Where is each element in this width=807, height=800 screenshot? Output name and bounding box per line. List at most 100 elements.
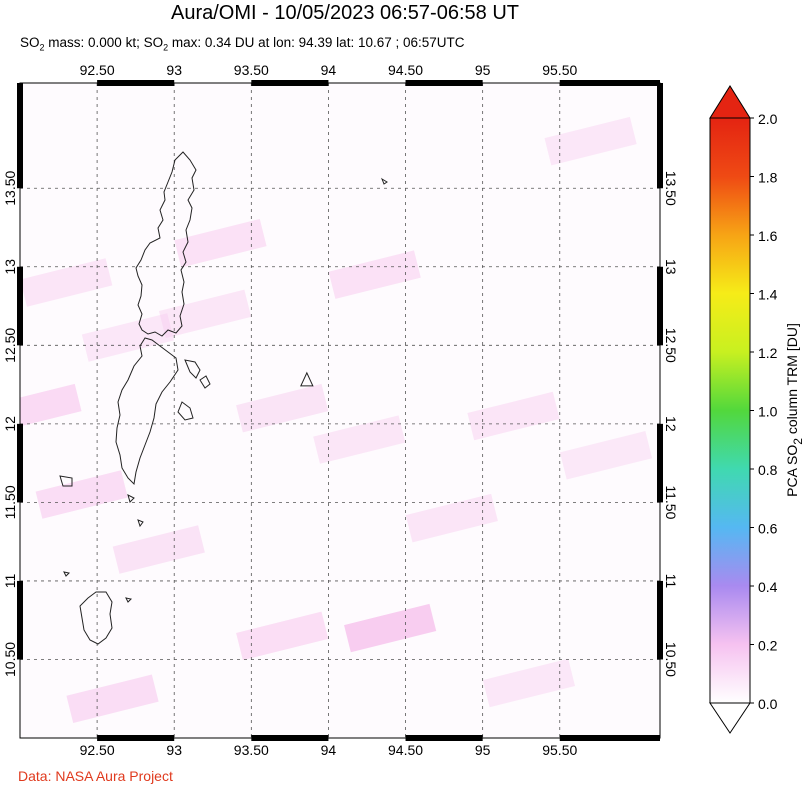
y-tick-label-left-3: 12	[2, 416, 18, 432]
y-tick-label-left-1: 11	[2, 573, 18, 588]
coastlines	[59, 151, 388, 645]
y-tick-label-left-2: 11.50	[2, 485, 18, 519]
frame-bar-right-5	[657, 266, 663, 346]
colorbar-gradient	[709, 117, 751, 704]
map-background	[20, 83, 660, 738]
so2-pixel-13	[20, 258, 113, 307]
y-tick-label-left-4: 12.50	[2, 328, 18, 363]
coastline-middle-andaman	[115, 337, 179, 486]
colorbar-tick-label-5: 1.0	[758, 404, 778, 420]
frame-bar-top-5	[405, 80, 483, 86]
frame-bar-left-7	[17, 83, 23, 189]
y-tick-label-right-1: 11	[663, 574, 679, 589]
so2-pixel-6	[66, 674, 159, 723]
x-tick-label-top-4: 94.50	[388, 62, 423, 78]
x-tick-label-top-2: 93.50	[234, 62, 269, 78]
y-tick-label-right-4: 12.50	[663, 328, 679, 363]
so2-pixel-14	[482, 658, 576, 708]
x-tick-label-bottom-6: 95.50	[542, 742, 577, 758]
so2-pixel-11	[405, 493, 498, 543]
coastline-ritchie-archipelago	[177, 359, 211, 421]
so2-pixels	[20, 116, 653, 723]
colorbar-tick-label-9: 1.8	[758, 170, 778, 186]
colorbar-label-part-2: column TRM [DU]	[784, 323, 800, 438]
x-tick-label-top-5: 95	[475, 62, 491, 78]
frame-bar-bottom-7	[559, 735, 660, 741]
colorbar-tick-label-8: 1.6	[758, 228, 778, 244]
coastline-little-andaman	[79, 591, 113, 645]
so2-pixel-10	[236, 383, 329, 433]
so2-pixel-4	[236, 611, 329, 661]
subtitle-part-3: max: 0.34 DU at lon: 94.39 lat: 10.67 ; …	[168, 35, 465, 50]
frame-bar-top-7	[559, 80, 660, 86]
map-frame	[19, 82, 661, 739]
y-tick-label-left-6: 13.50	[2, 171, 18, 206]
chart-subtitle: SO2 mass: 0.000 kt; SO2 max: 0.34 DU at …	[20, 35, 465, 53]
subtitle-sub-1: 2	[39, 42, 45, 53]
so2-pixel-16	[81, 313, 175, 362]
x-tick-label-top-3: 94	[321, 62, 337, 78]
so2-pixel-17	[559, 431, 653, 480]
colorbar-label-part-1: PCA SO	[784, 445, 800, 497]
chart-title: Aura/OMI - 10/05/2023 06:57-06:58 UT	[171, 2, 519, 24]
frame-bar-right-7	[657, 83, 663, 189]
colorbar-tick-label-10: 2.0	[758, 111, 778, 127]
y-tick-label-right-0: 10.50	[663, 642, 679, 677]
frame-bar-right-1	[657, 580, 663, 660]
subtitle-part-2: mass: 0.000 kt; SO	[44, 35, 164, 50]
colorbar-over-arrow	[709, 85, 751, 119]
volcano-triangle	[300, 371, 314, 387]
subtitle-part-1: SO	[20, 35, 40, 50]
colorbar-tick-label-3: 0.6	[758, 521, 778, 537]
frame-bar-left-3	[17, 423, 23, 503]
so2-pixel-1	[20, 383, 82, 433]
so2-pixel-7	[112, 525, 205, 574]
y-tick-label-right-3: 12	[663, 416, 679, 432]
so2-pixel-3	[328, 250, 421, 299]
frame-bar-bottom-1	[97, 735, 175, 741]
map-grid	[20, 83, 660, 738]
colorbar-under-arrow	[709, 702, 751, 734]
colorbar-tick-label-4: 0.8	[758, 462, 778, 478]
coastline-north-andaman	[135, 151, 197, 337]
x-tick-label-top-0: 92.50	[80, 62, 115, 78]
x-tick-label-bottom-3: 94	[321, 742, 337, 758]
colorbar-tick-label-0: 0.0	[758, 696, 778, 712]
colorbar-tick-label-7: 1.4	[758, 287, 778, 303]
x-tick-label-bottom-2: 93.50	[234, 742, 269, 758]
frame-bar-left-5	[17, 266, 23, 346]
frame-bar-top-1	[97, 80, 175, 86]
axis-ticks: 92.50 92.50 93 93 93.50 93.50 94 94 94.50 94.50 95…	[2, 62, 679, 758]
frame-bar-bottom-3	[251, 735, 329, 741]
y-tick-label-right-6: 13.50	[663, 171, 679, 206]
y-tick-label-right-2: 11.50	[663, 485, 679, 519]
y-tick-label-left-5: 13	[2, 259, 18, 275]
so2-pixel-8	[467, 391, 560, 441]
frame-bar-bottom-5	[405, 735, 483, 741]
so2-pixel-0	[174, 218, 267, 268]
so2-pixel-2	[35, 470, 128, 519]
x-tick-label-top-6: 95.50	[542, 62, 577, 78]
colorbar: 0.0 0.2 0.4 0.6 0.8 1.0 1.2 1.4 1.6 1.8 2.0 PCA SO2…	[709, 85, 805, 734]
colorbar-tick-label-2: 0.4	[758, 579, 778, 595]
so2-pixel-15	[313, 415, 406, 464]
x-tick-label-bottom-0: 92.50	[80, 742, 115, 758]
coastline-islets	[59, 177, 388, 603]
colorbar-tick-label-6: 1.2	[758, 345, 778, 361]
x-tick-label-bottom-5: 95	[475, 742, 491, 758]
frame-bar-top-3	[251, 80, 329, 86]
y-tick-label-right-5: 13	[663, 259, 679, 275]
x-tick-label-bottom-1: 93	[166, 742, 182, 758]
y-tick-label-left-0: 10.50	[2, 642, 18, 677]
frame-bar-right-3	[657, 423, 663, 503]
colorbar-label: PCA SO2 column TRM [DU]	[784, 323, 805, 497]
data-credit: Data: NASA Aura Project	[18, 768, 173, 784]
frame-bar-left-1	[17, 580, 23, 660]
x-tick-label-top-1: 93	[166, 62, 182, 78]
colorbar-label-sub: 2	[791, 438, 805, 445]
so2-pixel-9	[544, 116, 637, 166]
subtitle-sub-2: 2	[163, 42, 169, 53]
colorbar-tick-label-1: 0.2	[758, 638, 778, 654]
volcano-marker	[300, 371, 314, 387]
